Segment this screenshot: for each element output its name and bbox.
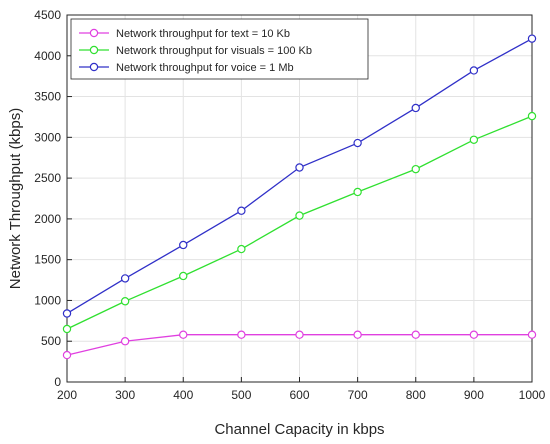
data-point <box>295 211 304 220</box>
x-tick-label: 1000 <box>519 388 546 402</box>
data-point <box>469 330 479 339</box>
data-point <box>120 297 130 306</box>
legend-marker <box>89 28 99 38</box>
series-2 <box>62 34 537 318</box>
data-point <box>295 330 304 339</box>
data-point <box>120 274 130 283</box>
legend-marker <box>89 62 99 72</box>
y-axis-label: Network Throughput (kbps) <box>7 108 24 289</box>
legend-label: Network throughput for text = 10 Kb <box>116 28 290 40</box>
x-tick-label: 800 <box>406 388 426 402</box>
data-point <box>237 330 246 339</box>
y-tick-label: 3500 <box>34 90 61 104</box>
data-point <box>527 111 537 121</box>
data-point <box>62 324 72 334</box>
legend-marker <box>89 45 99 55</box>
x-tick-label: 200 <box>57 388 77 402</box>
y-tick-label: 3000 <box>34 130 61 144</box>
series-1 <box>62 111 537 334</box>
y-tick-label: 2000 <box>34 212 61 226</box>
data-point <box>411 164 420 174</box>
y-tick-label: 500 <box>41 334 61 348</box>
y-tick-label: 2500 <box>34 171 61 185</box>
data-point <box>527 34 537 43</box>
x-tick-label: 700 <box>348 388 368 402</box>
data-point <box>411 330 420 339</box>
x-tick-label: 600 <box>289 388 309 402</box>
x-axis: 200 300 400 500 600 700 800 900 1000 <box>57 377 546 402</box>
data-point <box>179 330 188 339</box>
data-point <box>469 66 479 75</box>
x-tick-label: 500 <box>231 388 251 402</box>
y-tick-label: 0 <box>54 375 61 389</box>
data-point <box>469 135 479 144</box>
legend-item: Network throughput for text = 10 Kb <box>79 28 290 40</box>
x-tick-label: 900 <box>464 388 484 402</box>
y-tick-label: 1000 <box>34 293 61 307</box>
data-point <box>179 271 188 281</box>
x-tick-label: 300 <box>115 388 135 402</box>
data-point <box>237 244 246 254</box>
x-tick-label: 400 <box>173 388 193 402</box>
data-point <box>353 330 362 339</box>
series-0 <box>62 330 537 360</box>
data-point <box>62 350 72 360</box>
data-point <box>295 163 304 172</box>
x-axis-label: Channel Capacity in kbps <box>214 421 384 438</box>
series-group <box>62 34 537 360</box>
data-point <box>353 138 362 148</box>
data-point <box>527 330 537 339</box>
y-tick-label: 4500 <box>34 8 61 22</box>
legend: Network throughput for text = 10 Kb Netwo… <box>70 18 369 80</box>
legend-item: Network throughput for visuals = 100 Kb <box>79 45 312 57</box>
data-point <box>62 309 72 318</box>
legend-label: Network throughput for visuals = 100 Kb <box>116 45 312 57</box>
data-point <box>179 240 188 250</box>
data-point <box>411 103 420 113</box>
y-axis: 0 500 1000 1500 2000 2500 3000 3500 4000 4500 <box>34 8 72 389</box>
data-point <box>353 187 362 197</box>
data-point <box>237 206 246 215</box>
y-tick-label: 1500 <box>34 253 61 267</box>
legend-box <box>70 18 369 80</box>
y-tick-label: 4000 <box>34 49 61 63</box>
data-point <box>120 337 130 346</box>
legend-label: Network throughput for voice = 1 Mb <box>116 62 294 74</box>
legend-item: Network throughput for voice = 1 Mb <box>79 62 294 74</box>
